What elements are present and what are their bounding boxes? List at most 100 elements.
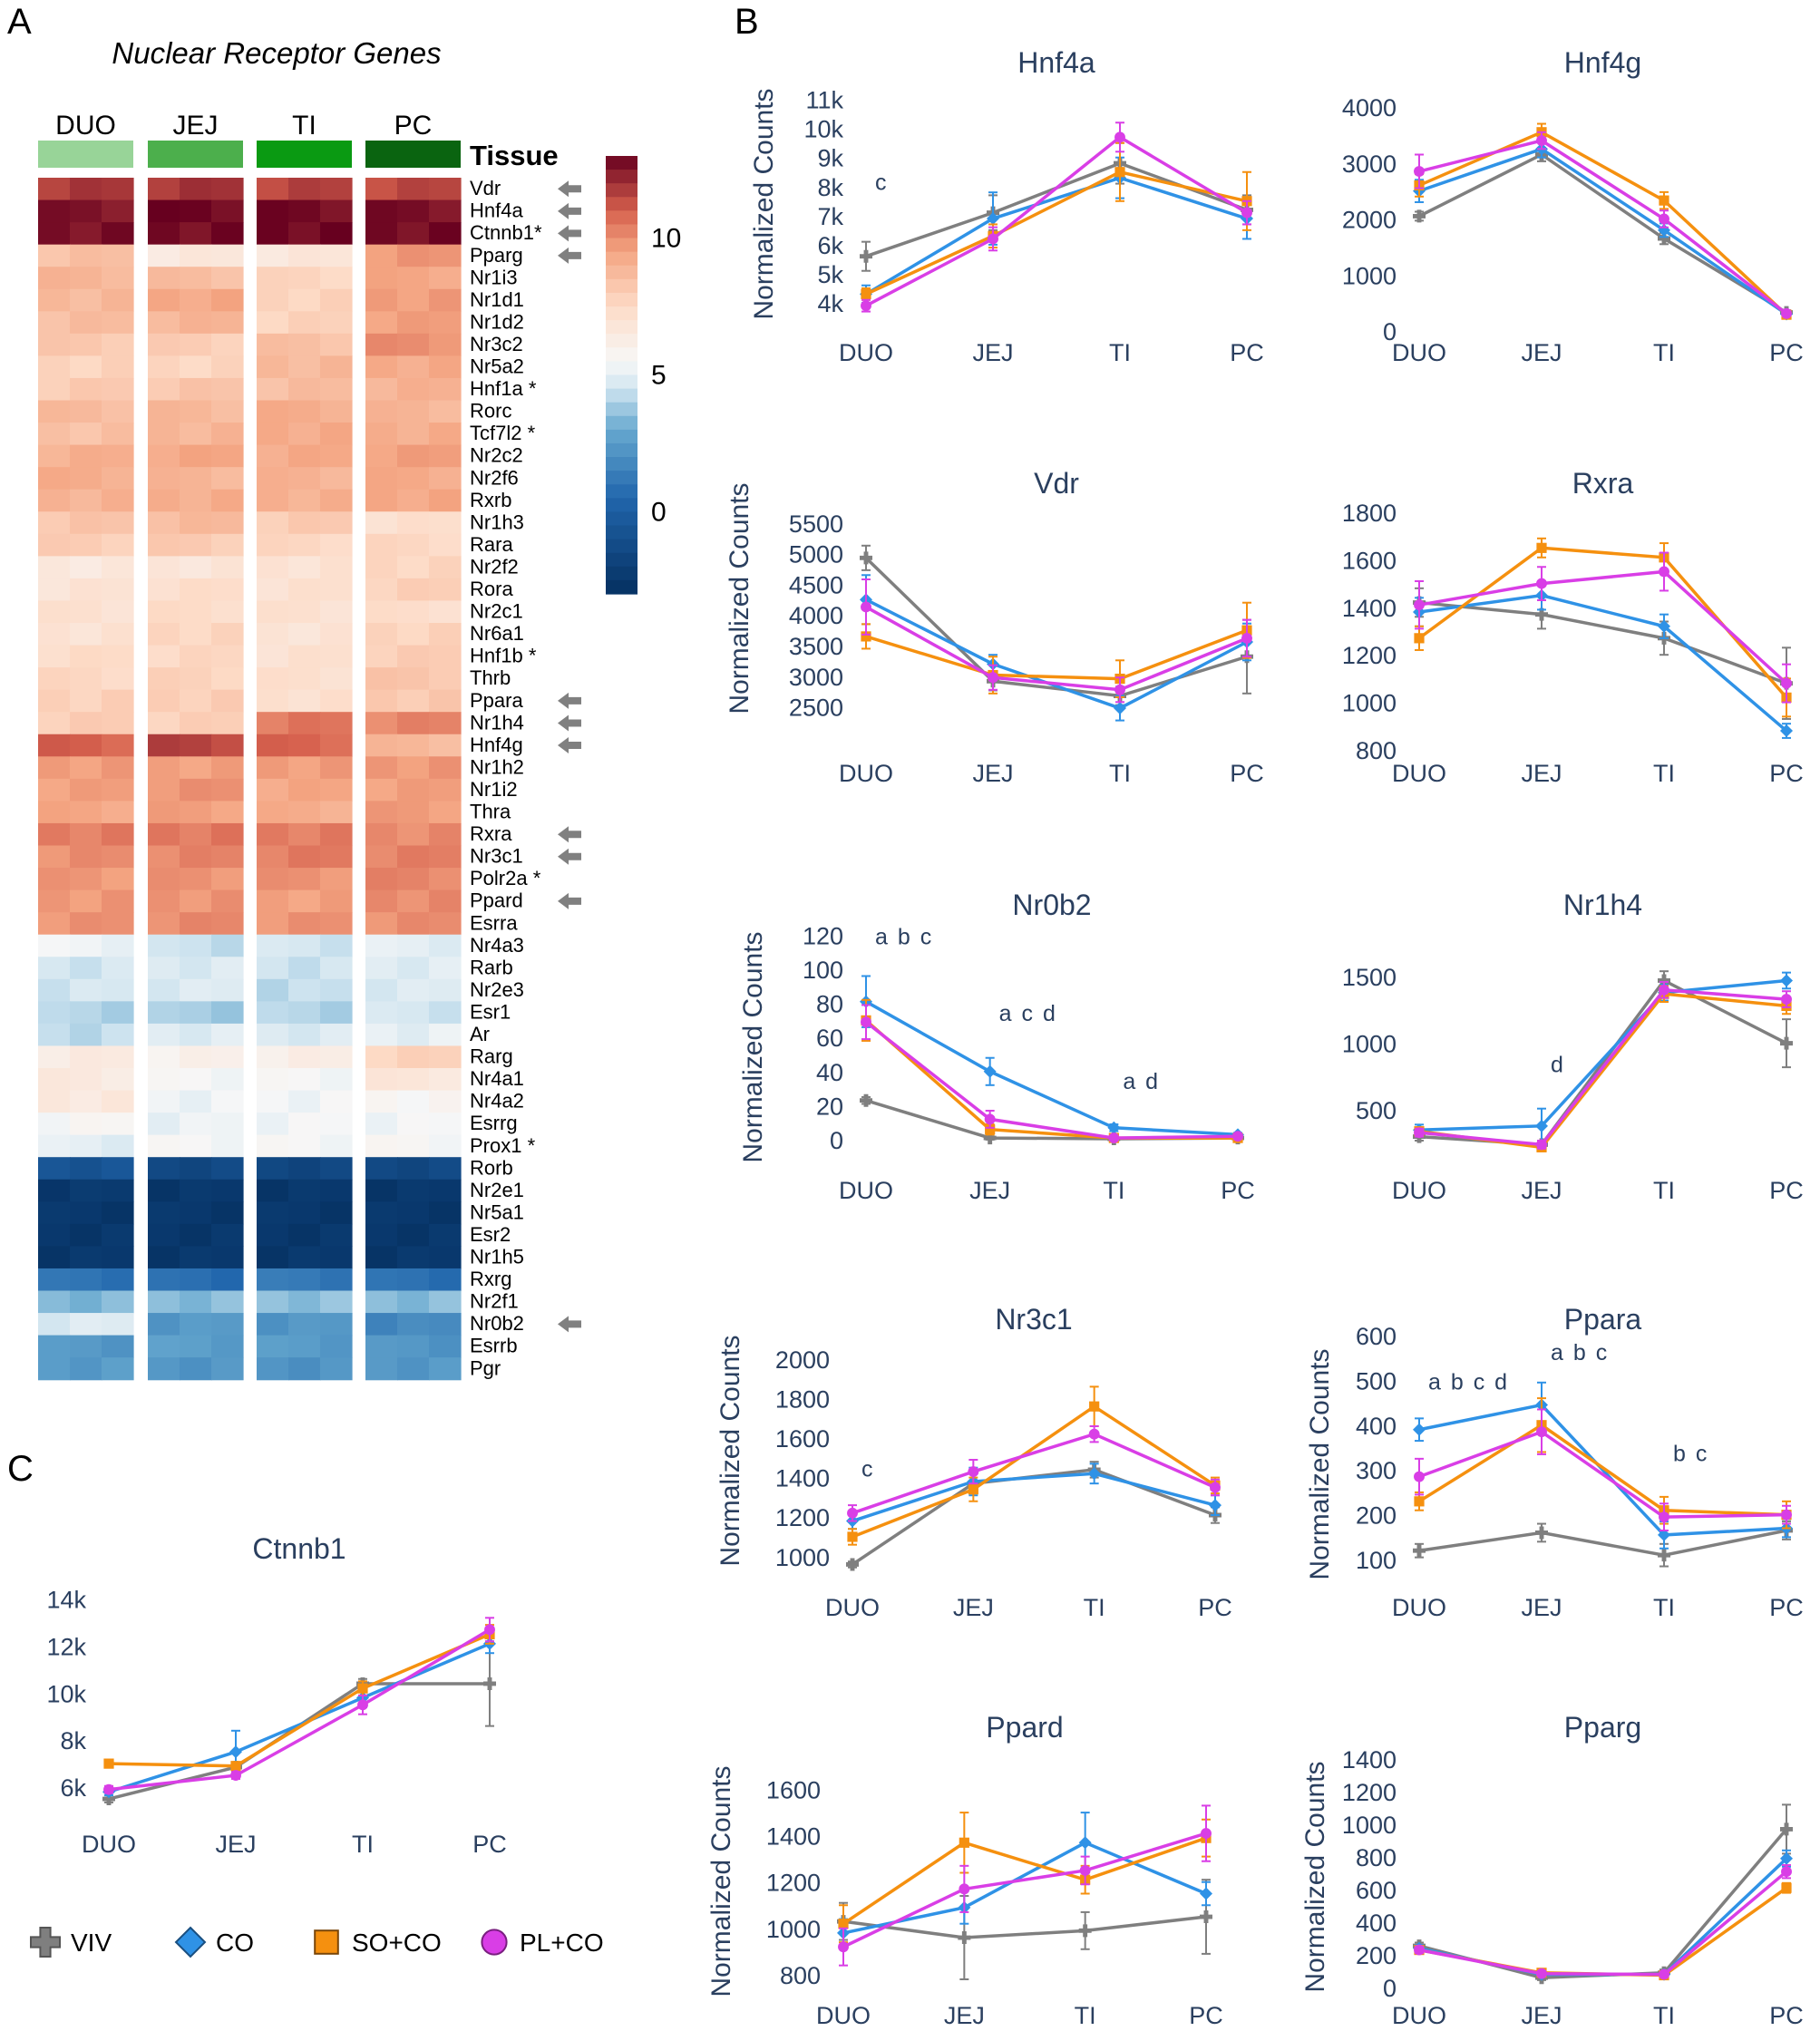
heatmap-cell — [38, 689, 71, 713]
heatmap-cell — [102, 845, 134, 869]
heatmap-cell — [429, 1201, 462, 1225]
legend-label: PL+CO — [520, 1929, 604, 1957]
heatmap-cell — [257, 756, 289, 780]
heatmap-cell — [320, 934, 353, 957]
x-tick-label: JEJ — [1521, 1594, 1562, 1621]
heatmap-cell — [102, 1045, 134, 1069]
heatmap-cell — [211, 288, 244, 312]
heatmap-cell — [429, 1357, 462, 1381]
heatmap-cell — [365, 533, 398, 557]
heatmap-cell — [70, 756, 102, 780]
heatmap-cell — [365, 712, 398, 735]
chart-title: Vdr — [1034, 467, 1079, 500]
gene-arrow-icon — [558, 180, 581, 198]
heatmap-cell — [320, 423, 353, 446]
circle-marker — [1201, 1828, 1212, 1840]
heatmap-cell — [365, 957, 398, 980]
cross-marker — [1413, 209, 1426, 223]
heatmap-cell — [365, 288, 398, 312]
heatmap-cell — [320, 889, 353, 913]
heatmap-cell — [211, 333, 244, 356]
heatmap-cell — [257, 1134, 289, 1158]
heatmap-cell — [180, 734, 212, 757]
heatmap-cell — [429, 1090, 462, 1113]
heatmap-cell — [180, 689, 212, 713]
heatmap-cell — [102, 801, 134, 824]
gene-arrow-icon — [558, 848, 581, 865]
heatmap-cell — [102, 467, 134, 491]
circle-marker — [1659, 1968, 1669, 1980]
heatmap-cell — [211, 511, 244, 535]
heatmap-cell — [257, 511, 289, 535]
heatmap-cell — [397, 1090, 430, 1113]
heatmap-cell — [320, 578, 353, 602]
heatmap-cell — [320, 400, 353, 423]
colorbar-segment — [606, 292, 637, 307]
heatmap-cell — [38, 712, 71, 735]
heatmap-cell — [397, 511, 430, 535]
y-axis-label: Normalized Counts — [725, 482, 754, 714]
y-tick-label: 8k — [60, 1727, 86, 1754]
heatmap-cell — [70, 423, 102, 446]
heatmap-cell — [180, 1290, 212, 1314]
heatmap-cell — [365, 1335, 398, 1358]
heatmap-cell — [288, 533, 321, 557]
heatmap-cell — [397, 1223, 430, 1247]
cross-marker — [1200, 1910, 1213, 1924]
cross-marker — [483, 1676, 496, 1690]
heatmap-cell — [257, 1246, 289, 1269]
legend-label: CO — [216, 1929, 254, 1957]
heatmap-cell — [148, 868, 180, 891]
significance-annotation: c — [875, 170, 889, 195]
heatmap-cell — [180, 400, 212, 423]
heatmap-cell — [320, 1223, 353, 1247]
heatmap-cell — [365, 1023, 398, 1047]
gene-label: Nr2c2 — [470, 444, 523, 467]
heatmap-cell — [365, 267, 398, 290]
x-tick-label: TI — [1103, 1177, 1124, 1204]
heatmap-cell — [180, 1068, 212, 1092]
heatmap-cell — [180, 1134, 212, 1158]
y-tick-label: 5k — [817, 261, 843, 288]
heatmap-cell — [211, 444, 244, 468]
colorbar-segment — [606, 170, 637, 184]
heatmap-cell — [365, 244, 398, 267]
y-tick-label: 1400 — [766, 1823, 821, 1851]
heatmap-cell — [397, 712, 430, 735]
heatmap-cell — [257, 1223, 289, 1247]
gene-label: Esr1 — [470, 1000, 511, 1023]
chart-title: Rxra — [1572, 467, 1634, 500]
series-line — [1418, 130, 1788, 316]
gene-label: Hnf4a — [470, 199, 523, 222]
heatmap-cell — [102, 1268, 134, 1292]
y-tick-label: 1600 — [1342, 547, 1397, 574]
x-tick-label: DUO — [825, 1594, 880, 1621]
x-tick-label: JEJ — [1521, 760, 1562, 787]
gene-label: Nr2e3 — [470, 978, 524, 1001]
heatmap-cell — [180, 377, 212, 402]
tissue-bar — [257, 141, 352, 168]
y-tick-label: 1600 — [766, 1777, 821, 1804]
heatmap-cell — [38, 778, 71, 802]
circle-marker — [1781, 1509, 1792, 1521]
circle-marker — [484, 1624, 495, 1636]
square-marker — [861, 288, 871, 299]
heatmap-cell — [397, 845, 430, 869]
heatmap-cell — [70, 1290, 102, 1314]
heatmap-cell — [257, 1113, 289, 1136]
heatmap-cell — [38, 1090, 71, 1113]
heatmap-cell — [397, 578, 430, 602]
heatmap-cell — [429, 1223, 462, 1247]
series-co — [860, 156, 1253, 304]
heatmap-cell — [148, 355, 180, 379]
heatmap-cell — [180, 556, 212, 579]
heatmap-cell — [320, 1179, 353, 1202]
gene-label: Nr1h2 — [470, 755, 524, 778]
heatmap-cell — [70, 1090, 102, 1113]
heatmap-cell — [148, 1068, 180, 1092]
heatmap-cell — [365, 912, 398, 936]
heatmap-cell — [365, 1157, 398, 1181]
heatmap-cell — [288, 712, 321, 735]
heatmap-cell — [180, 423, 212, 446]
heatmap-cell — [180, 1023, 212, 1047]
